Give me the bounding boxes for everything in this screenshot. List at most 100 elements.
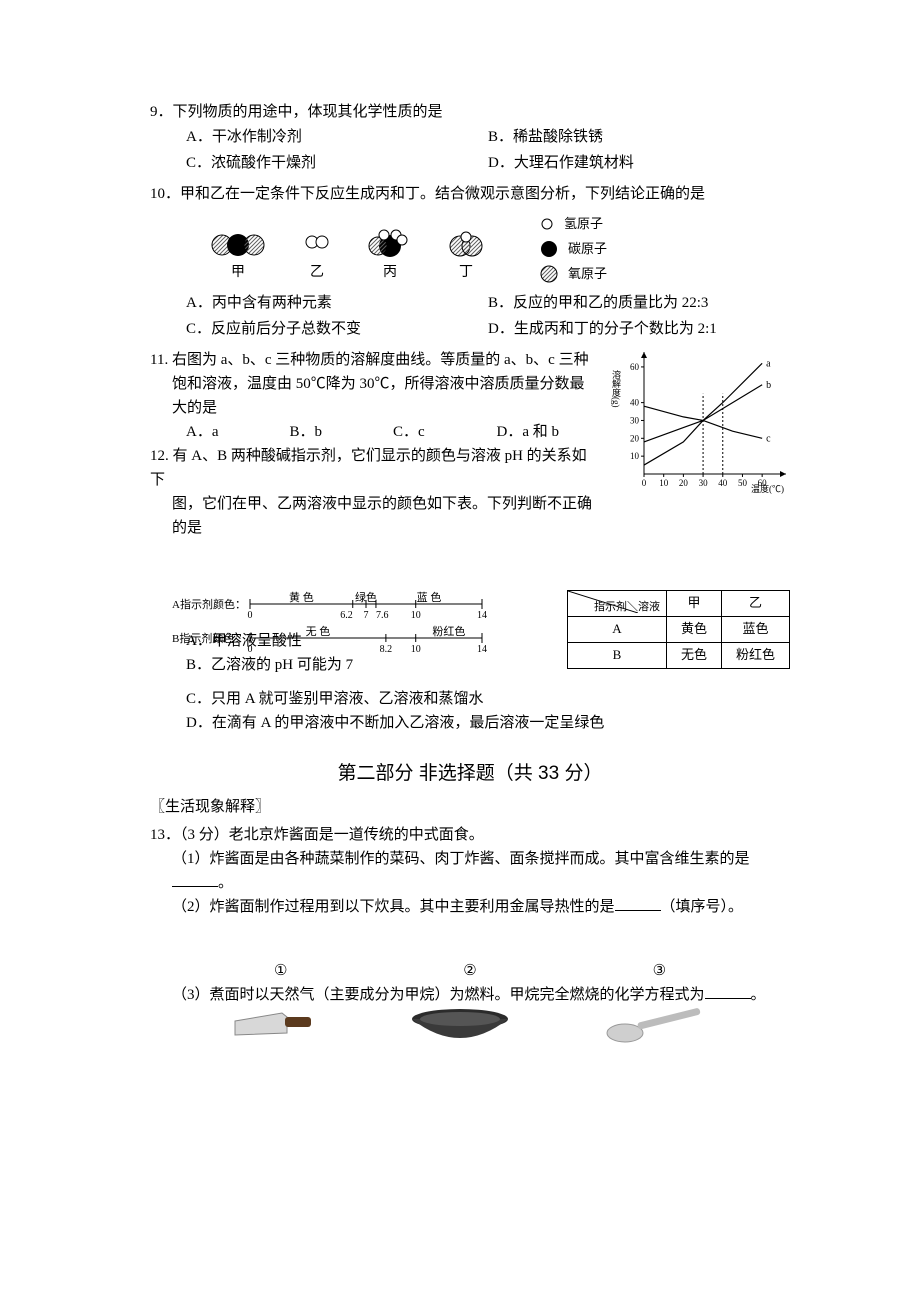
svg-text:14: 14 <box>477 610 487 621</box>
svg-text:6.2: 6.2 <box>340 610 353 621</box>
question-11: 11. 右图为 a、b、c 三种物质的溶解度曲线。等质量的 a、b、c 三种 饱… <box>150 348 790 540</box>
svg-text:50: 50 <box>738 478 748 488</box>
legend-o-label: 氧原子 <box>568 264 607 285</box>
mol-ding: 丁 <box>448 230 484 284</box>
q13-p1-blank: 。 <box>150 871 790 895</box>
q12-opt-d: D．在滴有 A 的甲溶液中不断加入乙溶液，最后溶液一定呈绿色 <box>186 711 790 735</box>
q10-text: 甲和乙在一定条件下反应生成丙和丁。结合微观示意图分析，下列结论正确的是 <box>180 186 705 202</box>
svg-text:30: 30 <box>630 416 640 426</box>
q9-opt-d: D．大理石作建筑材料 <box>488 150 790 176</box>
svg-text:14: 14 <box>477 644 487 654</box>
svg-text:无 色: 无 色 <box>306 624 331 638</box>
mol-yi: 乙 <box>302 232 332 284</box>
part2-title: 第二部分 非选择题（共 33 分） <box>150 759 790 789</box>
wok-icon <box>400 1001 520 1051</box>
q13-blank-1 <box>172 871 218 887</box>
q13-blank-2 <box>615 895 661 911</box>
tbl-row-a: A <box>567 617 666 643</box>
q9-opt-a: A．干冰作制冷剂 <box>186 124 488 150</box>
cook-2: ② <box>463 959 476 983</box>
tbl-row-b: B <box>567 642 666 668</box>
q11-stem-line1: 11. 右图为 a、b、c 三种物质的溶解度曲线。等质量的 a、b、c 三种 <box>150 348 600 372</box>
cook-3: ③ <box>653 959 666 983</box>
q11-options: A．a B．b C．c D．a 和 b <box>150 420 600 444</box>
svg-text:A指示剂颜色：: A指示剂颜色： <box>172 597 246 611</box>
question-10: 10．甲和乙在一定条件下反应生成丙和丁。结合微观示意图分析，下列结论正确的是 甲… <box>150 182 790 342</box>
indicator-table: 指示剂＼溶液 甲 乙 A 黄色 蓝色 B 无色 粉红色 <box>567 590 790 668</box>
q11-opt-c: C．c <box>393 420 497 444</box>
mol-bing-label: 丙 <box>383 262 397 284</box>
q13-p2: （2）炸酱面制作过程用到以下炊具。其中主要利用金属导热性的是（填序号）。 <box>150 895 790 919</box>
legend-c: 碳原子 <box>540 239 607 260</box>
q9-options: A．干冰作制冷剂 B．稀盐酸除铁锈 C．浓硫酸作干燥剂 D．大理石作建筑材料 <box>150 124 790 176</box>
mol-yi-label: 乙 <box>310 262 324 284</box>
spatula-icon <box>603 1001 713 1051</box>
q12-stem-line2: 图，它们在甲、乙两溶液中显示的颜色如下表。下列判断不正确的是 <box>150 492 600 540</box>
question-9: 9．下列物质的用途中，体现其化学性质的是 A．干冰作制冷剂 B．稀盐酸除铁锈 C… <box>150 100 790 176</box>
svg-text:40: 40 <box>718 478 728 488</box>
atom-legend: 氢原子 碳原子 氧原子 <box>540 214 607 284</box>
cook-2-label: ② <box>463 959 476 983</box>
svg-text:7: 7 <box>364 610 369 621</box>
mol-jia-svg <box>210 232 266 258</box>
q11-opt-d: D．a 和 b <box>497 420 601 444</box>
q13-p1: （1）炸酱面是由各种蔬菜制作的菜码、肉丁炸酱、面条搅拌而成。其中富含维生素的是 <box>150 847 790 871</box>
tbl-head-diag: 指示剂＼溶液 <box>567 591 666 617</box>
svg-text:0: 0 <box>642 478 647 488</box>
q10-number: 10． <box>150 186 180 202</box>
tbl-col-jia: 甲 <box>666 591 721 617</box>
q12-number: 12. <box>150 448 173 464</box>
svg-text:10: 10 <box>411 610 421 621</box>
knife-icon <box>227 1001 317 1051</box>
solubility-chart: 10203040600102030405060abc溶解度(g)温度(℃) <box>610 348 790 498</box>
q13-stem: 13．（3 分）老北京炸酱面是一道传统的中式面食。 <box>150 823 790 847</box>
cook-1-label: ① <box>274 959 287 983</box>
subsection-life: 〖生活现象解释〗 <box>150 795 790 819</box>
svg-text:10: 10 <box>659 478 669 488</box>
svg-text:b: b <box>766 380 771 391</box>
tbl-col-yi: 乙 <box>721 591 789 617</box>
svg-text:60: 60 <box>630 362 640 372</box>
q10-molecule-figure: 甲 乙 丙 丁 <box>150 214 790 284</box>
legend-h-label: 氢原子 <box>564 214 603 235</box>
q10-stem: 10．甲和乙在一定条件下反应生成丙和丁。结合微观示意图分析，下列结论正确的是 <box>150 182 790 206</box>
q10-opt-d: D．生成丙和丁的分子个数比为 2:1 <box>488 316 790 342</box>
cookware-icons <box>150 1001 790 1051</box>
q13-p3b: 。 <box>751 987 766 1003</box>
q9-opt-c: C．浓硫酸作干燥剂 <box>186 150 488 176</box>
q13-p3: （3）煮面时以天然气（主要成分为甲烷）为燃料。甲烷完全燃烧的化学方程式为 。 <box>150 983 790 1007</box>
q13-text: 老北京炸酱面是一道传统的中式面食。 <box>229 827 484 843</box>
svg-text:温度(℃): 温度(℃) <box>751 483 784 494</box>
legend-c-label: 碳原子 <box>568 239 607 260</box>
q13-blank-3 <box>705 983 751 999</box>
svg-text:蓝 色: 蓝 色 <box>417 590 442 604</box>
mol-ding-label: 丁 <box>459 262 473 284</box>
q11-stem-line2: 饱和溶液，温度由 50℃降为 30℃，所得溶液中溶质质量分数最 <box>150 372 600 396</box>
q10-opt-c: C．反应前后分子总数不变 <box>186 316 488 342</box>
svg-text:黄 色: 黄 色 <box>289 590 314 604</box>
mol-bing: 丙 <box>368 228 412 284</box>
mol-bing-svg <box>368 228 412 258</box>
svg-text:7.6: 7.6 <box>376 610 389 621</box>
svg-text:粉红色: 粉红色 <box>432 624 465 638</box>
q9-opt-b: B．稀盐酸除铁锈 <box>488 124 790 150</box>
cook-3-label: ③ <box>653 959 666 983</box>
svg-text:8.2: 8.2 <box>380 644 393 654</box>
mol-jia: 甲 <box>210 232 266 284</box>
q13-p2b: （填序号）。 <box>661 899 744 915</box>
tbl-b2: 粉红色 <box>721 642 789 668</box>
tbl-a2: 蓝色 <box>721 617 789 643</box>
q11-number: 11. <box>150 352 172 368</box>
q13-p3a: （3）煮面时以天然气（主要成分为甲烷）为燃料。甲烷完全燃烧的化学方程式为 <box>172 987 705 1003</box>
q12-opt-c: C．只用 A 就可鉴别甲溶液、乙溶液和蒸馏水 <box>186 687 790 711</box>
svg-text:10: 10 <box>630 452 640 462</box>
mol-yi-svg <box>302 232 332 258</box>
q10-opt-b: B．反应的甲和乙的质量比为 22:3 <box>488 290 790 316</box>
svg-text:40: 40 <box>630 398 640 408</box>
q13-cookware-figure: ① ② ③ <box>150 959 790 983</box>
q11-opt-a: A．a <box>186 420 290 444</box>
mol-ding-svg <box>448 230 484 258</box>
tbl-b1: 无色 <box>666 642 721 668</box>
svg-text:a: a <box>766 359 771 370</box>
question-13: 13．（3 分）老北京炸酱面是一道传统的中式面食。 （1）炸酱面是由各种蔬菜制作… <box>150 823 790 1051</box>
